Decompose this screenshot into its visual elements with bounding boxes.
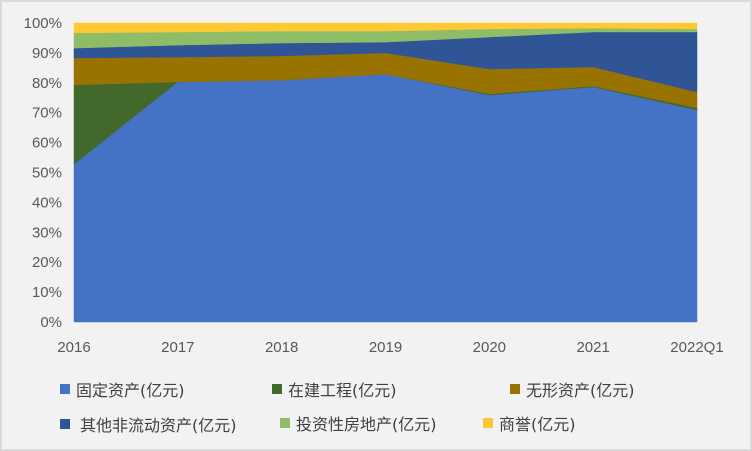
x-tick-label: 2018 bbox=[265, 339, 298, 356]
area-series bbox=[73, 22, 698, 34]
y-tick-label: 100% bbox=[24, 15, 62, 32]
x-tick-label: 2021 bbox=[576, 339, 609, 356]
y-tick-label: 70% bbox=[32, 105, 62, 122]
y-axis: 0% 10% 20% 30% 40% 50% 60% 70% 80% 90% 100% bbox=[24, 15, 62, 331]
area-series bbox=[73, 73, 698, 323]
legend-label: 投资性房地产(亿元) bbox=[296, 415, 437, 434]
x-tick-label: 2020 bbox=[473, 339, 506, 356]
y-tick-label: 40% bbox=[32, 194, 62, 211]
x-tick-label: 2016 bbox=[57, 339, 90, 356]
plot-area bbox=[73, 22, 698, 323]
x-axis: 2016 2017 2018 2019 2020 2021 2022Q1 bbox=[57, 339, 723, 356]
y-tick-label: 30% bbox=[32, 224, 62, 241]
y-tick-label: 80% bbox=[32, 75, 62, 92]
legend-label: 无形资产(亿元) bbox=[526, 381, 635, 400]
legend-label: 其他非流动资产(亿元) bbox=[80, 416, 237, 435]
y-tick-label: 20% bbox=[32, 254, 62, 271]
x-tick-label: 2022Q1 bbox=[670, 339, 723, 356]
legend-swatch bbox=[272, 384, 282, 394]
y-tick-label: 60% bbox=[32, 135, 62, 152]
legend-swatch bbox=[280, 418, 290, 428]
legend-item-construction: 在建工程(亿元) bbox=[240, 377, 510, 401]
legend-item-other-noncurrent: 其他非流动资产(亿元) bbox=[60, 412, 280, 436]
x-tick-label: 2019 bbox=[369, 339, 402, 356]
legend-swatch bbox=[60, 419, 70, 429]
x-tick-label: 2017 bbox=[161, 339, 194, 356]
y-tick-label: 90% bbox=[32, 45, 62, 62]
legend: 固定资产(亿元) 在建工程(亿元) 无形资产(亿元) 其他非流动资产(亿元) 投… bbox=[60, 372, 700, 440]
legend-item-fixed-assets: 固定资产(亿元) bbox=[60, 377, 240, 401]
legend-label: 固定资产(亿元) bbox=[76, 381, 185, 400]
legend-swatch bbox=[60, 384, 70, 394]
y-tick-label: 0% bbox=[40, 314, 62, 331]
legend-swatch bbox=[483, 418, 493, 428]
legend-item-investment-property: 投资性房地产(亿元) bbox=[280, 411, 460, 435]
legend-label: 在建工程(亿元) bbox=[288, 381, 397, 400]
legend-item-goodwill: 商誉(亿元) bbox=[460, 411, 576, 435]
legend-item-intangible: 无形资产(亿元) bbox=[510, 377, 635, 401]
legend-label: 商誉(亿元) bbox=[499, 415, 576, 434]
y-tick-label: 10% bbox=[32, 284, 62, 301]
legend-row-2: 其他非流动资产(亿元) 投资性房地产(亿元) 商誉(亿元) bbox=[60, 406, 700, 440]
legend-row-1: 固定资产(亿元) 在建工程(亿元) 无形资产(亿元) bbox=[60, 372, 700, 406]
legend-swatch bbox=[510, 384, 520, 394]
y-tick-label: 50% bbox=[32, 165, 62, 182]
